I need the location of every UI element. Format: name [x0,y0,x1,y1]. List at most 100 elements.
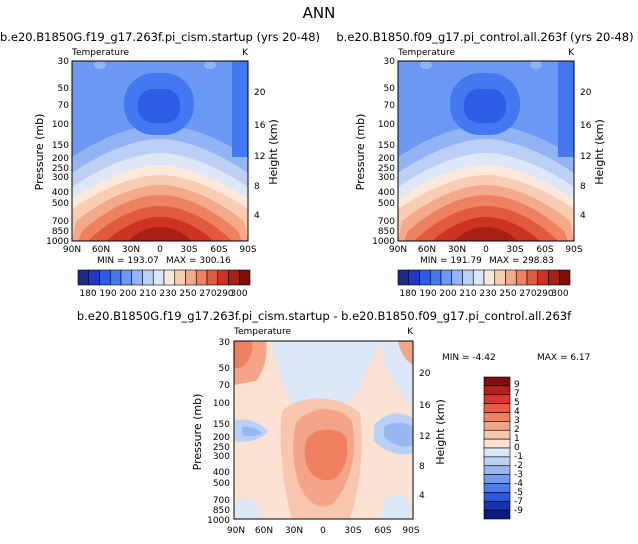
height-tick: 4 [419,491,425,501]
colorbar-label: 230 [479,289,496,299]
colorbar-swatch [109,269,122,286]
colorbar-swatch [483,269,496,286]
colorbar-swatch [558,269,571,286]
colorbar-swatch [483,438,511,449]
panel-2-units: K [568,48,575,58]
panel-2-y-ticks: 30 50 70 100 150 200 250 300 400 500 700… [372,57,395,247]
colorbar-swatch [440,269,453,286]
y-tick: 70 [58,101,70,111]
x-tick: 90S [239,245,256,255]
y-tick: 300 [52,173,69,183]
colorbar-label: 250 [499,289,516,299]
height-tick: 16 [580,121,592,131]
panel-2-max-label: MAX = 298.83 [489,256,554,266]
height-tick: 12 [580,152,591,162]
y-tick: 500 [52,199,69,209]
x-tick: 60N [255,526,273,536]
colorbar-label: 300 [551,289,568,299]
y-tick: 850 [213,506,230,516]
colorbar-label: 300 [230,289,247,299]
panel-2-ylabel-right: Height (km) [593,119,606,185]
colorbar-label: 230 [159,289,176,299]
colorbar-swatch [483,394,511,404]
x-tick: 30N [285,526,303,536]
x-tick: 90N [389,245,407,255]
panel-2-frame [397,60,575,242]
panel-1-x-ticks: 90N 60N 30N 0 30S 60S 90S [63,245,257,255]
panel-1-colorbar [77,269,251,286]
colorbar-label: -2 [514,461,523,471]
figure-title: ANN [303,4,336,22]
colorbar-swatch [163,269,176,286]
colorbar-swatch [451,269,463,286]
colorbar-swatch [142,269,154,286]
panel-2-height-ticks: 20 16 12 8 4 [580,88,592,221]
height-tick: 4 [580,211,586,221]
y-tick: 30 [58,57,70,67]
height-tick: 20 [580,88,592,98]
panel-3-variable: Temperature [233,327,291,337]
y-tick: 850 [378,227,395,237]
colorbar-label: 210 [459,289,476,299]
y-tick: 150 [52,141,69,151]
height-tick: 20 [254,88,266,98]
height-tick: 16 [254,121,266,131]
colorbar-swatch [483,376,511,387]
colorbar-swatch [483,456,511,467]
colorbar-label: 210 [139,289,156,299]
y-tick: 400 [213,468,230,478]
y-tick: 300 [213,452,230,462]
panel-1-min-label: MIN = 193.07 [97,256,159,266]
x-tick: 90S [402,526,419,536]
colorbar-swatch [195,269,208,286]
y-tick: 200 [213,433,230,443]
height-tick: 8 [254,182,260,192]
height-tick: 8 [580,182,586,192]
y-tick: 100 [213,399,230,409]
height-tick: 8 [419,462,425,472]
colorbar-swatch [494,269,506,286]
panel-1-units: K [242,48,249,58]
panel-3-x-ticks: 90N 60N 30N 0 30S 60S 90S [227,526,420,536]
y-tick: 700 [213,496,230,506]
panel-1-max-label: MAX = 300.16 [166,256,231,266]
y-tick: 250 [52,164,69,174]
colorbar-label: 250 [179,289,196,299]
y-tick: 150 [378,141,395,151]
y-tick: 100 [52,120,69,130]
panel-3-frame [233,340,414,520]
panel-2: b.e20.B1850.f09_g17.pi_control.all.263f … [336,30,633,299]
y-tick: 500 [378,199,395,209]
colorbar-label: 190 [99,289,116,299]
colorbar-label: -9 [514,506,523,516]
y-tick: 100 [378,120,395,130]
colorbar-label: 180 [79,289,96,299]
colorbar-swatch [483,492,511,502]
x-tick: 30S [180,245,197,255]
panel-3: b.e20.B1850G.f19_g17.263f.pi_cism.startu… [77,309,591,536]
panel-3-height-ticks: 20 16 12 8 4 [419,369,431,501]
y-tick: 50 [219,364,231,374]
colorbar-label: 200 [119,289,136,299]
colorbar-swatch [429,269,442,286]
colorbar-label: 3 [514,416,520,426]
y-tick: 700 [378,217,395,227]
x-tick: 60N [92,245,110,255]
colorbar-swatch [206,269,219,286]
y-tick: 850 [52,227,69,237]
colorbar-label: 7 [514,389,520,399]
colorbar-swatch [483,474,511,484]
colorbar-swatch [483,465,511,475]
colorbar-swatch [419,269,431,286]
panel-2-subtitle: b.e20.B1850.f09_g17.pi_control.all.263f … [336,30,633,44]
y-tick: 250 [378,164,395,174]
x-tick: 90N [227,526,245,536]
colorbar-label: 290 [216,289,233,299]
colorbar-swatch [483,412,511,422]
colorbar-swatch [483,403,511,413]
colorbar-swatch [537,269,549,286]
colorbar-swatch [88,269,100,286]
colorbar-swatch [238,269,251,286]
colorbar-swatch [462,269,474,286]
x-tick: 0 [320,526,326,536]
